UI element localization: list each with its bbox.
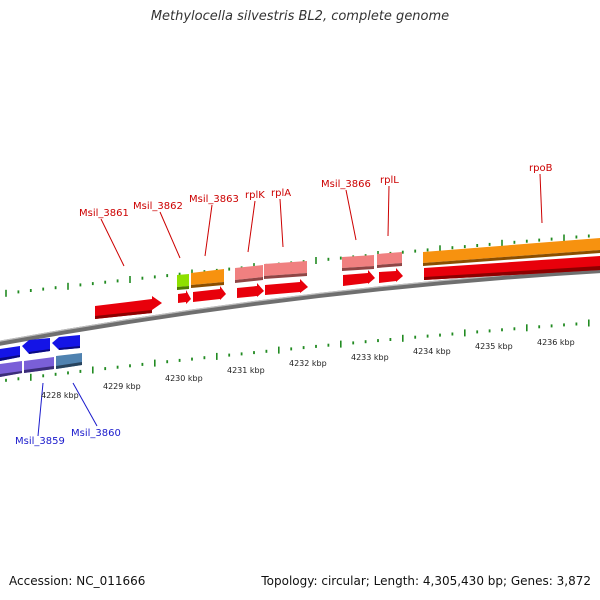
- scale-labels: 4228 kbp 4229 kbp 4230 kbp 4231 kbp 4232…: [41, 338, 575, 400]
- gene-msil3866-outer: [342, 255, 374, 268]
- gene-rpla-outer: [264, 261, 307, 276]
- scale-label: 4232 kbp: [289, 359, 327, 368]
- forward-gene-labels: Msil_3861 Msil_3862 Msil_3863 rplK rplA …: [79, 163, 553, 219]
- scale-label: 4233 kbp: [351, 353, 389, 362]
- gene-msil3862: [178, 290, 191, 304]
- callout-line-msil3859: [37, 382, 44, 437]
- scale-label: 4235 kbp: [475, 342, 513, 351]
- gene-rpob: [424, 256, 600, 280]
- inner-tick-ring: [5, 319, 590, 382]
- gene-label-rplk: rplK: [245, 190, 265, 201]
- reverse-label-callouts: [37, 382, 98, 437]
- callout-line-rplk: [247, 200, 256, 253]
- gene-label-msil3866: Msil_3866: [321, 179, 371, 190]
- gene-reverse-blue-3: [52, 335, 80, 350]
- gene-label-msil3859: Msil_3859: [15, 436, 65, 447]
- callout-line-msil3861: [100, 218, 125, 267]
- scale-label: 4236 kbp: [537, 338, 575, 347]
- scale-label: 4228 kbp: [41, 391, 79, 400]
- genome-title: Methylocella silvestris BL2, complete ge…: [150, 9, 450, 24]
- scale-label: 4234 kbp: [413, 347, 451, 356]
- gene-rpla: [265, 279, 308, 295]
- callout-line-rpob: [539, 173, 543, 224]
- accession-text: Accession: NC_011666: [9, 574, 146, 588]
- gene-msil3863: [193, 286, 226, 302]
- forward-strand-inner-genes: [95, 256, 600, 319]
- gene-label-msil3862: Msil_3862: [133, 201, 183, 212]
- gene-rpll-outer: [377, 252, 402, 265]
- gene-rplk: [237, 283, 264, 298]
- gene-label-rpla: rplA: [271, 188, 291, 199]
- callout-line-msil3862: [159, 211, 181, 259]
- reverse-strand-genes: [0, 335, 82, 377]
- callout-line-msil3866: [345, 189, 357, 241]
- gene-msil3863-outer: [191, 269, 224, 285]
- reverse-gene-labels: Msil_3859 Msil_3860: [15, 428, 121, 447]
- gene-label-rpll: rplL: [380, 175, 399, 186]
- gene-label-msil3860: Msil_3860: [71, 428, 121, 439]
- forward-label-callouts: [100, 173, 543, 267]
- scale-label: 4230 kbp: [165, 374, 203, 383]
- callout-line-rpla: [279, 198, 284, 248]
- gene-label-msil3861: Msil_3861: [79, 208, 129, 219]
- gene-msil3862-outer: [177, 274, 189, 287]
- gene-rplk-outer: [235, 265, 263, 280]
- callout-line-rpll: [387, 185, 390, 237]
- gene-label-msil3863: Msil_3863: [189, 194, 239, 205]
- forward-strand-outer-genes: [177, 238, 600, 290]
- genome-summary-text: Topology: circular; Length: 4,305,430 bp…: [261, 574, 591, 588]
- gene-label-rpob: rpoB: [529, 163, 553, 174]
- callout-line-msil3863: [204, 204, 213, 257]
- callout-line-msil3860: [72, 382, 98, 427]
- scale-label: 4229 kbp: [103, 382, 141, 391]
- gene-rpob-outer: [423, 238, 600, 263]
- gene-rpll: [379, 268, 403, 283]
- scale-label: 4231 kbp: [227, 366, 265, 375]
- gene-msil3866: [343, 270, 375, 286]
